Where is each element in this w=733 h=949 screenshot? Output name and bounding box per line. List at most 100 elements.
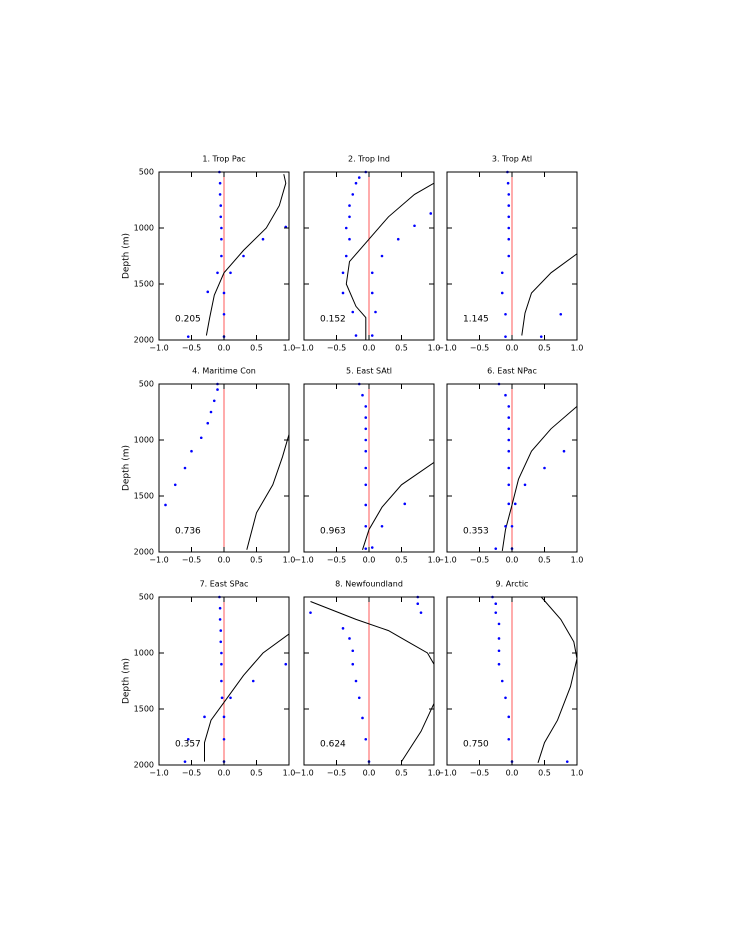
point: [497, 649, 501, 653]
point: [507, 237, 511, 241]
x-tick-label: 0.5: [250, 769, 263, 778]
x-tick-label: −1.0: [149, 344, 168, 353]
point: [351, 193, 355, 196]
point: [559, 312, 563, 316]
point: [504, 312, 507, 316]
point: [220, 237, 223, 241]
point: [219, 640, 223, 644]
point: [220, 679, 223, 683]
annotation: 0.750: [463, 740, 489, 750]
point: [507, 427, 511, 431]
point: [203, 715, 206, 719]
point: [190, 449, 193, 453]
point: [212, 399, 216, 403]
point: [229, 271, 232, 275]
point: [348, 637, 351, 640]
point: [507, 226, 511, 230]
x-tick-label: −0.5: [470, 556, 489, 565]
point: [348, 204, 351, 207]
point: [218, 606, 222, 610]
point: [341, 627, 345, 630]
point: [186, 737, 190, 741]
point: [220, 662, 223, 666]
point: [351, 310, 355, 314]
point: [354, 679, 358, 683]
y-tick-label: 500: [139, 593, 154, 602]
point: [364, 483, 368, 487]
y-axis-label: Depth (m): [122, 445, 132, 491]
point: [351, 662, 355, 666]
y-tick-label: 2000: [134, 548, 154, 557]
point: [396, 237, 400, 241]
annotation: 0.357: [175, 740, 201, 750]
point: [504, 696, 507, 700]
panel-title: 3. Trop Atl: [492, 155, 532, 164]
profile-line: [537, 597, 577, 763]
point: [218, 618, 222, 621]
point: [416, 602, 420, 606]
point: [374, 310, 377, 314]
point: [364, 427, 368, 431]
point: [219, 215, 223, 219]
point: [494, 602, 498, 606]
panel-title: 1. Trop Pac: [202, 155, 245, 164]
x-tick-label: 0.0: [218, 769, 231, 778]
x-tick-label: 0.0: [363, 769, 376, 778]
annotation: 1.145: [463, 315, 489, 325]
point: [216, 388, 219, 391]
point: [348, 237, 351, 241]
point: [220, 651, 223, 655]
x-tick-label: 0.5: [538, 769, 551, 778]
x-tick-label: −0.5: [182, 769, 201, 778]
x-tick-label: −0.5: [327, 769, 346, 778]
annotation: 0.353: [463, 527, 489, 537]
x-tick-label: 0.0: [363, 344, 376, 353]
point: [364, 438, 368, 442]
y-tick-label: 1000: [134, 436, 154, 445]
x-tick-label: 1.0: [283, 769, 296, 778]
x-tick-label: −1.0: [294, 769, 313, 778]
x-tick-label: −0.5: [327, 344, 346, 353]
x-tick-label: −1.0: [294, 556, 313, 565]
point: [220, 226, 223, 230]
point: [504, 335, 507, 338]
profile-line: [310, 601, 434, 762]
point: [222, 737, 226, 741]
x-tick-label: −0.5: [470, 769, 489, 778]
point: [507, 737, 511, 741]
point: [507, 204, 511, 207]
point: [183, 466, 187, 470]
x-tick-label: −0.5: [182, 344, 201, 353]
point: [507, 502, 511, 506]
x-tick-label: 1.0: [428, 344, 441, 353]
x-tick-label: 0.0: [218, 344, 231, 353]
point: [354, 181, 358, 185]
x-tick-label: 1.0: [571, 769, 584, 778]
profile-line: [362, 461, 434, 550]
profile-line: [246, 434, 289, 550]
point: [173, 483, 177, 487]
x-tick-label: 0.5: [250, 556, 263, 565]
point: [513, 502, 517, 506]
point: [506, 181, 510, 185]
point: [186, 335, 190, 338]
point: [229, 696, 232, 700]
x-tick-label: 0.5: [538, 556, 551, 565]
point: [419, 611, 423, 614]
point: [565, 760, 569, 763]
x-tick-label: −1.0: [149, 769, 168, 778]
point: [218, 193, 222, 196]
annotation: 0.205: [175, 315, 201, 325]
y-tick-label: 1000: [134, 224, 154, 233]
point: [510, 524, 514, 528]
x-tick-label: −1.0: [294, 344, 313, 353]
x-tick-label: 1.0: [571, 344, 584, 353]
point: [370, 334, 374, 337]
point: [206, 421, 210, 425]
point: [500, 291, 504, 295]
point: [497, 662, 501, 666]
point: [219, 204, 223, 207]
x-tick-label: 0.0: [218, 556, 231, 565]
point: [220, 254, 223, 258]
